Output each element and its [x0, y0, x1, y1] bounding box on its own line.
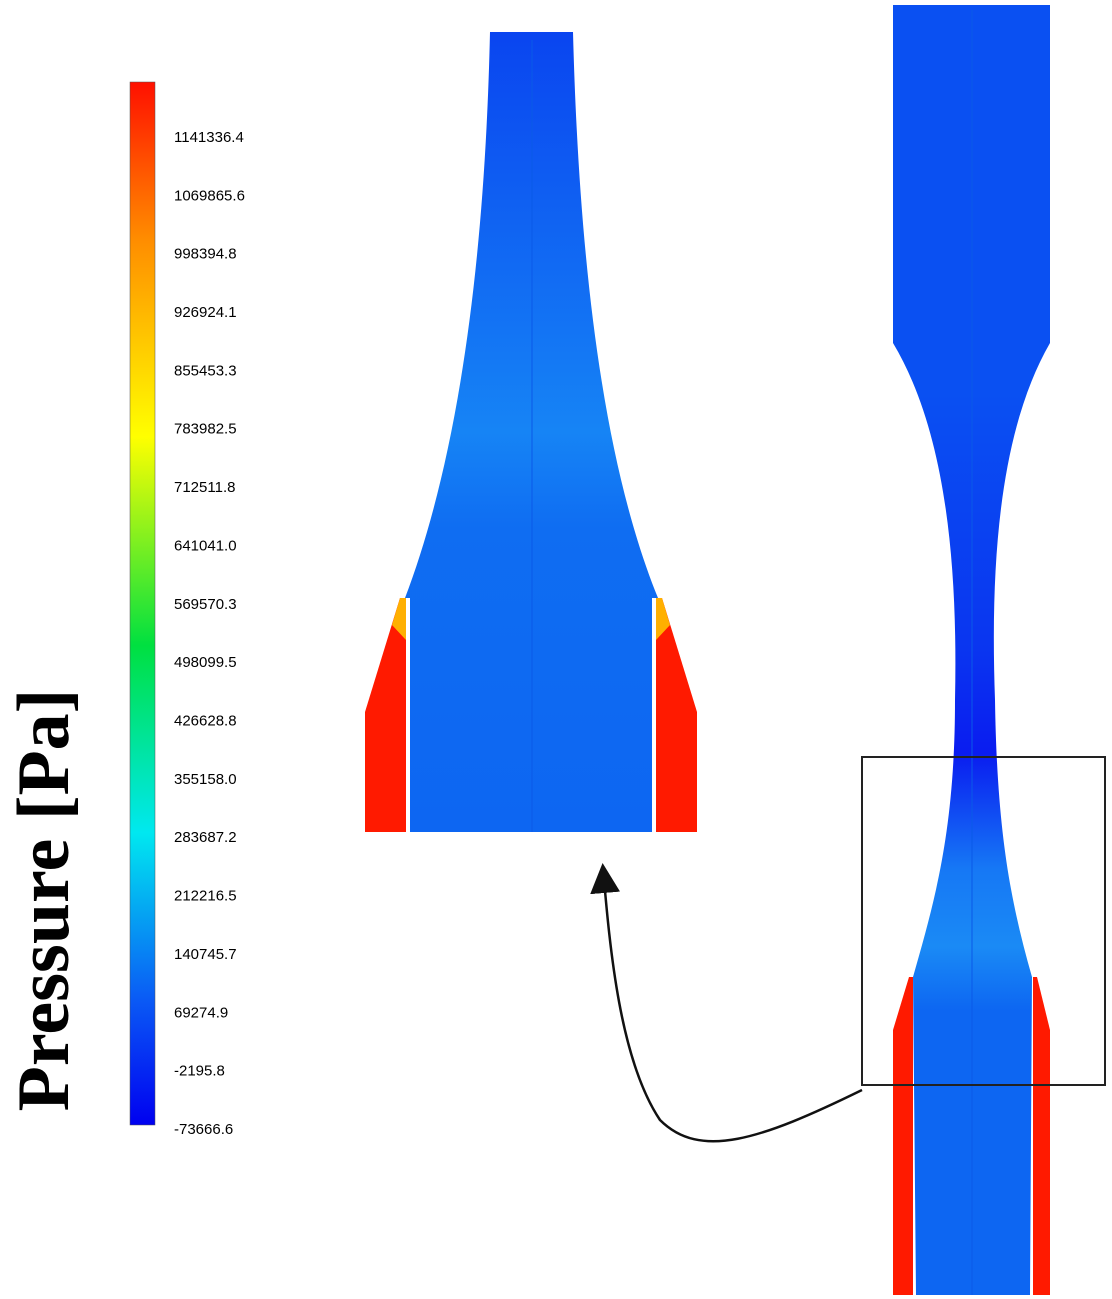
wall-left	[893, 977, 913, 1295]
colorbar-label: 355158.0	[174, 771, 237, 788]
colorbar-label: 69274.9	[174, 1004, 228, 1021]
wall-tip	[392, 598, 406, 640]
colorbar-label: 855453.3	[174, 362, 237, 379]
colorbar-label: 783982.5	[174, 421, 237, 438]
colorbar-label: 998394.8	[174, 246, 237, 263]
colorbar-label: 926924.1	[174, 304, 237, 321]
colorbar-label: 426628.8	[174, 712, 237, 729]
wall-right	[1033, 977, 1050, 1295]
colorbar-label: 140745.7	[174, 946, 237, 963]
colorbar-title: Pressure [Pa]	[3, 689, 85, 1112]
full-view	[590, 5, 1106, 1295]
color-scale	[129, 81, 156, 1126]
wall-left	[365, 598, 406, 832]
colorbar-label: 1141336.4	[174, 129, 244, 146]
wall-tip	[656, 598, 670, 640]
colorbar-label: 712511.8	[174, 479, 235, 496]
colorbar-label: 641041.0	[174, 537, 237, 554]
colorbar-label: 569570.3	[174, 596, 237, 613]
colorbar-label: 283687.2	[174, 829, 237, 846]
zoom-arrow	[590, 863, 863, 1143]
zoom-box	[861, 756, 1106, 1086]
wall-right	[656, 598, 697, 832]
colorbar-label: 498099.5	[174, 654, 237, 671]
colorbar-label: 1069865.6	[174, 187, 245, 204]
zoomed-view	[365, 32, 697, 832]
colorbar-labels: 1141336.4 1069865.6 998394.8 926924.1 855453…	[174, 129, 245, 1138]
colorbar-label: -73666.6	[174, 1121, 233, 1138]
colorbar: 1141336.4 1069865.6 998394.8 926924.1 855453…	[3, 81, 245, 1138]
colorbar-label: 212216.5	[174, 888, 237, 905]
colorbar-label: -2195.8	[174, 1063, 225, 1080]
